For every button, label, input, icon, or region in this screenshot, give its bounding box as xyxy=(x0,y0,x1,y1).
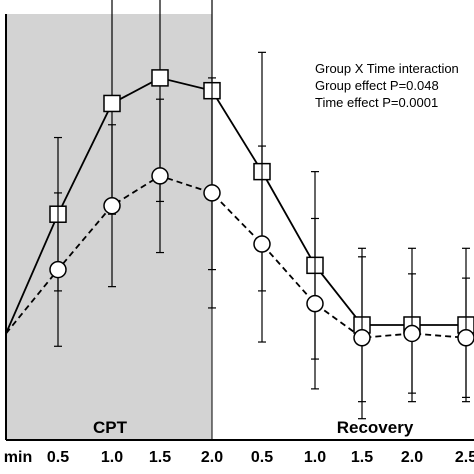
annotation-line-2: Group effect P=0.048 xyxy=(315,78,439,93)
data-point-square-3 xyxy=(151,69,169,87)
data-point-circle-3 xyxy=(151,167,169,185)
data-point-circle-8 xyxy=(403,324,421,343)
x-tick-label-3: 1.5 xyxy=(149,449,171,466)
series-line-2 xyxy=(5,174,467,339)
annotation-line-1: Group X Time interaction xyxy=(315,61,459,76)
x-tick-label-0: min xyxy=(4,449,32,466)
x-tick-label-1: 0.5 xyxy=(47,449,69,466)
x-tick-label-6: 1.0 xyxy=(304,449,326,466)
x-tick-label-2: 1.0 xyxy=(101,449,123,466)
data-point-circle-2 xyxy=(103,196,121,215)
data-point-circle-4 xyxy=(203,184,221,202)
x-tick-label-7: 1.5 xyxy=(351,449,373,466)
data-point-circle-5 xyxy=(253,235,271,253)
x-tick-label-4: 2.0 xyxy=(201,449,223,466)
data-point-square-2 xyxy=(103,94,121,113)
data-point-circle-7 xyxy=(353,329,371,347)
data-point-circle-9 xyxy=(457,329,474,347)
data-point-circle-6 xyxy=(306,294,324,313)
x-tick-label-5: 0.5 xyxy=(251,449,273,466)
phase-label-recovery: Recovery xyxy=(337,418,414,437)
data-point-circle-1 xyxy=(49,260,67,279)
series-2-circle xyxy=(5,77,474,420)
x-tick-label-9: 2.5 xyxy=(455,449,474,466)
cpt-phase-shading xyxy=(6,14,212,440)
series-line-1 xyxy=(5,76,466,334)
x-tick-label-8: 2.0 xyxy=(401,449,423,466)
phase-label-cpt: CPT xyxy=(93,418,128,437)
annotation-line-3: Time effect P=0.0001 xyxy=(315,95,438,110)
